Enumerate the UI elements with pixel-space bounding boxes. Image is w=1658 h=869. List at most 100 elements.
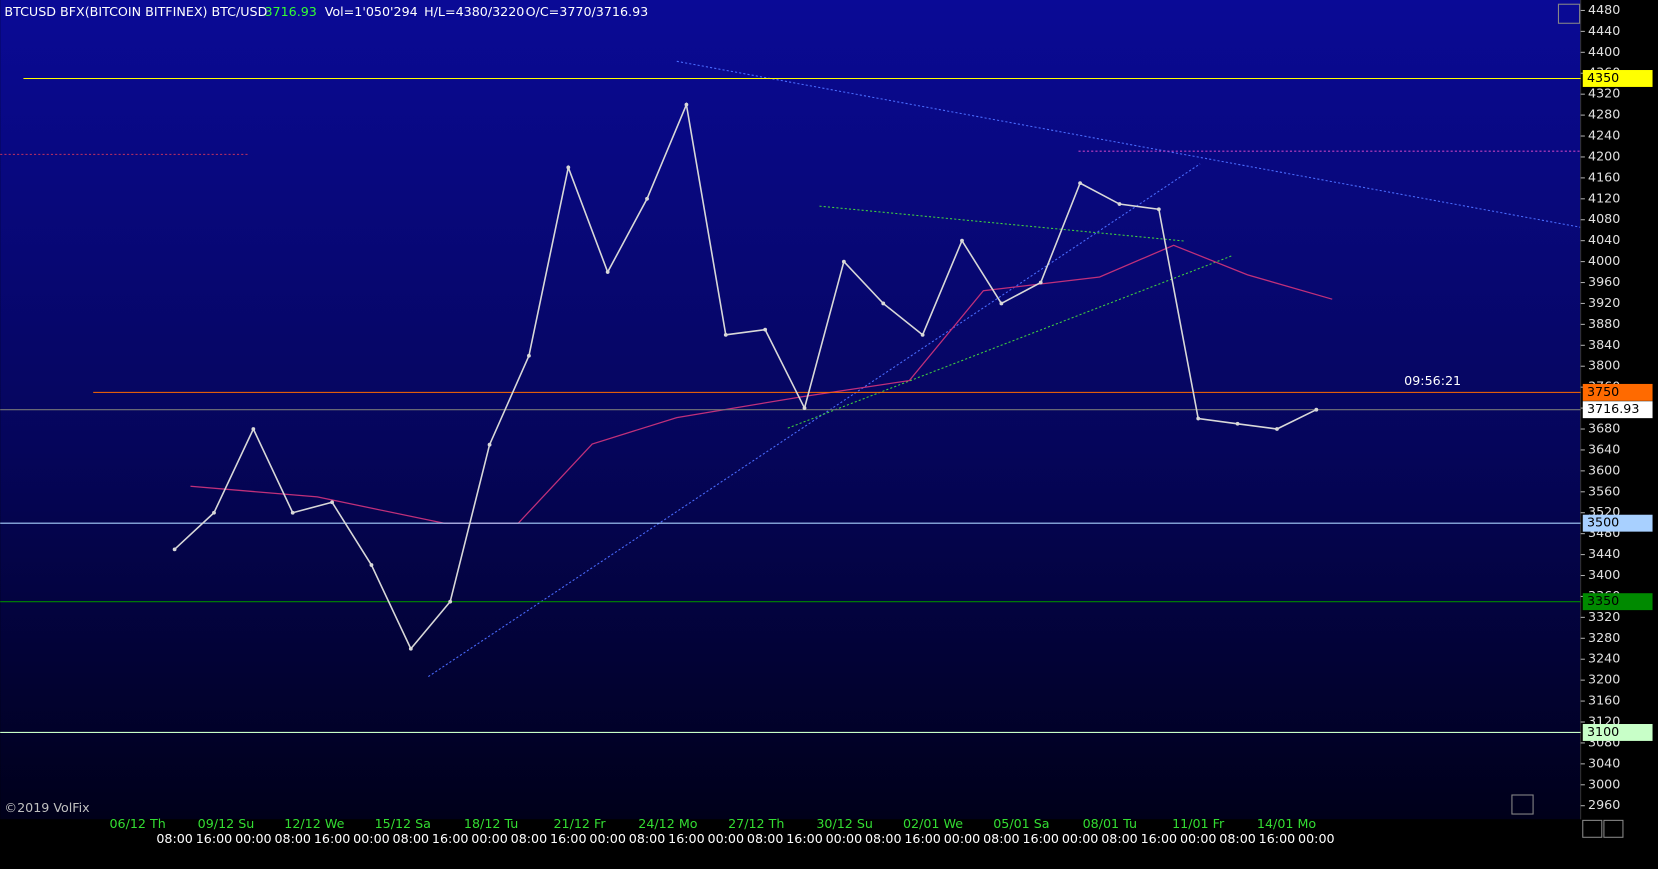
price-point — [369, 563, 374, 567]
price-point — [408, 646, 413, 651]
x-tick-label: 16:00 — [196, 831, 233, 846]
x-tick-label: 08:00 — [156, 831, 193, 846]
x-tick-label: 00:00 — [353, 831, 390, 846]
price-point — [920, 332, 925, 337]
x-tick-label: 08:00 — [983, 831, 1020, 846]
y-tick-label: 3640 — [1588, 441, 1620, 456]
time-panel — [0, 819, 1658, 869]
x-tick-label: 16:00 — [1259, 831, 1296, 846]
price-point — [1235, 421, 1240, 426]
price-point — [566, 165, 571, 170]
price-point — [1196, 416, 1201, 421]
price-point — [763, 327, 768, 332]
date-label: 24/12 Mo — [638, 816, 697, 831]
y-tick-label: 3320 — [1588, 609, 1620, 624]
x-tick-label: 16:00 — [1141, 831, 1178, 846]
y-tick-label: 4040 — [1588, 232, 1620, 247]
y-tick-label: 4200 — [1588, 148, 1620, 163]
x-tick-label: 08:00 — [747, 831, 784, 846]
price-level-label: 3716.93 — [1587, 401, 1639, 416]
price-point — [448, 599, 453, 604]
price-point — [802, 406, 807, 410]
price-point — [527, 353, 531, 358]
y-tick-label: 4120 — [1588, 190, 1620, 205]
y-tick-label: 3600 — [1588, 462, 1620, 477]
x-tick-label: 00:00 — [235, 831, 272, 846]
trend-line — [819, 205, 1185, 242]
y-tick-label: 4080 — [1588, 211, 1620, 226]
price-level-tag — [1582, 724, 1653, 741]
x-tick-label: 16:00 — [550, 831, 587, 846]
price-point — [1078, 181, 1083, 186]
price-point — [330, 500, 334, 505]
price-point — [1275, 427, 1279, 431]
y-tick-label: 4480 — [1588, 2, 1620, 17]
price-point — [645, 196, 649, 201]
x-tick-label: 16:00 — [432, 831, 469, 846]
x-tick-label: 16:00 — [1022, 831, 1059, 846]
y-tick-label: 3400 — [1588, 567, 1620, 582]
price-point — [251, 427, 256, 431]
y-tick-label: 4400 — [1588, 44, 1620, 59]
trend-line — [787, 255, 1232, 429]
date-label: 02/01 We — [903, 816, 963, 831]
x-tick-label: 08:00 — [393, 831, 430, 846]
price-level-label: 3500 — [1587, 515, 1619, 530]
date-label: 14/01 Mo — [1257, 816, 1316, 831]
x-tick-label: 08:00 — [865, 831, 902, 846]
price-level-tag — [1582, 593, 1653, 611]
price-level-label: 4350 — [1587, 70, 1619, 85]
x-tick-label: 08:00 — [274, 831, 311, 846]
y-tick-label: 3200 — [1588, 672, 1620, 687]
scroll-left-button[interactable] — [1582, 819, 1603, 838]
y-tick-label: 3840 — [1588, 337, 1620, 352]
price-point — [212, 510, 216, 515]
y-tick-label: 3000 — [1588, 776, 1620, 791]
y-tick-label: 4160 — [1588, 169, 1620, 184]
price-level-label: 3750 — [1587, 384, 1619, 399]
y-tick-label: 4320 — [1588, 86, 1620, 101]
date-label: 09/12 Su — [198, 816, 255, 831]
date-label: 21/12 Fr — [553, 816, 606, 831]
date-label: 30/12 Su — [816, 816, 873, 831]
y-tick-label: 3800 — [1588, 358, 1620, 373]
y-tick-label: 3880 — [1588, 316, 1620, 331]
price-point — [487, 442, 492, 447]
price-point — [172, 547, 177, 552]
date-label: 06/12 Th — [109, 816, 165, 831]
y-tick-label: 3440 — [1588, 546, 1620, 561]
y-tick-label: 3160 — [1588, 693, 1620, 708]
y-tick-label: 4440 — [1588, 23, 1620, 38]
grid-button[interactable] — [1511, 794, 1534, 815]
x-tick-label: 08:00 — [1101, 831, 1138, 846]
open-close: O/C=3770/3716.93 — [526, 4, 649, 19]
price-point — [1117, 202, 1122, 206]
x-tick-label: 00:00 — [1180, 831, 1217, 846]
price-level-label: 3350 — [1587, 593, 1619, 608]
x-tick-label: 08:00 — [511, 831, 548, 846]
y-tick-label: 4000 — [1588, 253, 1620, 268]
scroll-right-button[interactable] — [1603, 819, 1624, 838]
y-tick-label: 3960 — [1588, 274, 1620, 289]
date-label: 27/12 Th — [728, 816, 784, 831]
bar-timer: 09:56:21 — [1404, 373, 1461, 388]
x-tick-label: 16:00 — [668, 831, 705, 846]
price-point — [290, 510, 295, 515]
date-label: 11/01 Fr — [1172, 816, 1225, 831]
trend-line — [676, 60, 1581, 228]
price-point — [960, 238, 964, 243]
x-tick-label: 08:00 — [629, 831, 666, 846]
y-tick-label: 3040 — [1588, 755, 1620, 770]
date-label: 08/01 Tu — [1083, 816, 1137, 831]
x-tick-label: 00:00 — [708, 831, 745, 846]
x-tick-label: 00:00 — [826, 831, 863, 846]
y-tick-label: 2960 — [1588, 797, 1620, 812]
price-point — [1156, 207, 1161, 212]
x-tick-label: 16:00 — [904, 831, 941, 846]
volume: Vol=1'050'294 — [325, 4, 418, 19]
copyright: ©2019 VolFix — [4, 800, 90, 815]
y-tick-label: 3240 — [1588, 651, 1620, 666]
y-tick-label: 3920 — [1588, 295, 1620, 310]
draw-tool-button[interactable] — [1557, 3, 1581, 24]
